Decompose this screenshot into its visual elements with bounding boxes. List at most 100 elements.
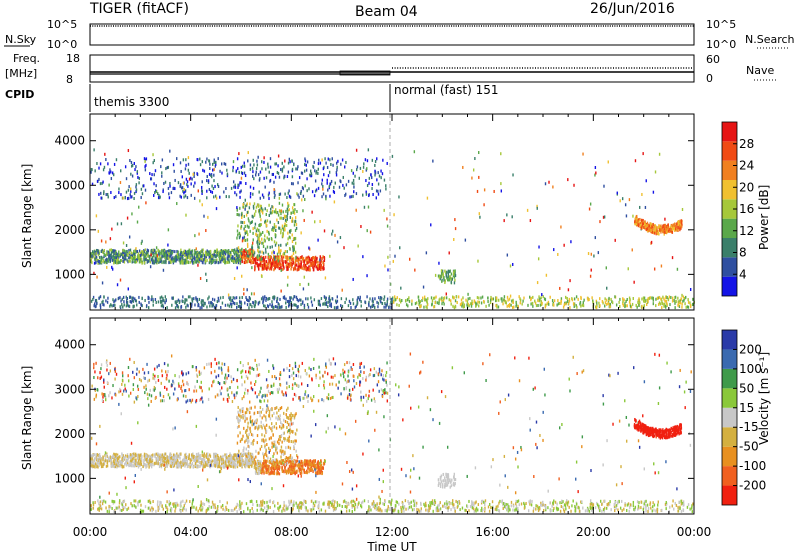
echo-cell [254,214,255,217]
echo-cell [152,161,153,164]
echo-cell [665,228,666,231]
echo-cell [131,296,132,299]
echo-cell [605,301,606,304]
echo-cell [352,298,353,301]
echo-cell [383,209,384,212]
echo-cell [161,255,162,258]
echo-cell [641,305,642,308]
echo-cell [655,304,656,307]
echo-cell [218,185,219,188]
echo-cell [530,303,531,306]
echo-cell [258,229,259,232]
echo-cell [91,300,92,303]
echo-cell [325,162,326,165]
echo-cell [143,184,144,187]
echo-cell [122,256,123,259]
echo-cell [135,256,136,259]
echo-cell [634,220,635,223]
echo-cell [557,253,558,256]
echo-cell [393,301,394,304]
echo-cell [151,298,152,301]
echo-cell [334,200,335,203]
echo-cell [209,167,210,170]
echo-cell [140,196,141,199]
echo-cell [292,175,293,178]
echo-cell [170,465,171,468]
echo-cell [242,237,243,240]
echo-cell [225,163,226,166]
echo-cell [301,198,302,201]
echo-cell [194,249,195,252]
echo-cell [465,239,466,242]
echo-cell [431,303,432,306]
echo-cell [202,454,203,457]
echo-cell [192,254,193,257]
echo-cell [282,162,283,165]
echo-cell [176,202,177,205]
echo-cell [362,170,363,173]
echo-cell [308,247,309,250]
echo-cell [645,206,646,209]
echo-cell [144,255,145,258]
echo-cell [233,301,234,304]
echo-cell [291,182,292,185]
echo-cell [281,217,282,220]
echo-cell [369,177,370,180]
echo-cell [387,268,388,271]
echo-cell [455,305,456,308]
echo-cell [656,229,657,232]
echo-cell [257,163,258,166]
echo-cell [311,211,312,214]
echo-cell [292,211,293,214]
echo-cell [184,254,185,257]
echo-cell [305,184,306,187]
echo-cell [243,249,244,252]
echo-cell [150,265,151,268]
echo-cell [398,195,399,198]
echo-cell [580,301,581,304]
echo-cell [253,250,254,253]
echo-cell [294,237,295,240]
echo-cell [135,165,136,168]
echo-cell [121,222,122,225]
echo-cell [184,459,185,462]
echo-cell [266,268,267,271]
echo-cell [231,259,232,262]
echo-cell [544,297,545,300]
echo-cell [275,234,276,237]
echo-cell [239,207,240,210]
echo-cell [296,464,297,467]
echo-cell [418,296,419,299]
echo-cell [349,300,350,303]
echo-cell [387,300,388,303]
echo-cell [490,299,491,302]
echo-cell [391,298,392,301]
echo-cell [284,223,285,226]
echo-cell [159,196,160,199]
echo-cell [367,184,368,187]
echo-cell [243,292,244,295]
echo-cell [183,463,184,466]
echo-cell [263,245,264,248]
echo-cell [126,250,127,253]
echo-cell [448,270,449,273]
echo-cell [180,452,181,455]
echo-cell [461,302,462,305]
echo-cell [363,162,364,165]
echo-cell [321,182,322,185]
echo-cell [252,170,253,173]
echo-cell [604,305,605,308]
echo-cell [263,304,264,307]
echo-cell [321,158,322,161]
echo-cell [477,260,478,263]
echo-cell [220,257,221,260]
echo-cell [289,160,290,163]
echo-cell [100,182,101,185]
echo-cell [111,304,112,307]
echo-cell [270,208,271,211]
echo-cell [153,260,154,263]
echo-cell [237,254,238,257]
echo-cell [245,225,246,228]
echo-cell [685,296,686,299]
echo-cell [252,193,253,196]
